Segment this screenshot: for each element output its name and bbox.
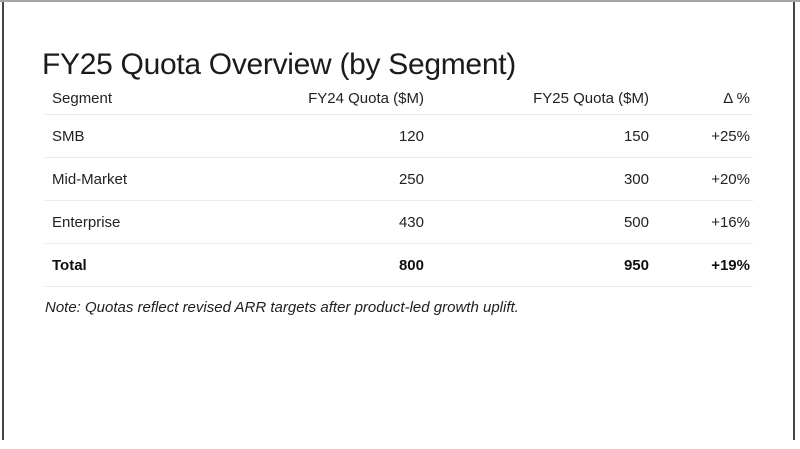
slide-frame-top-border [0, 0, 800, 2]
table-row-total: Total 800 950 +19% [45, 243, 753, 287]
cell-fy25-quota: 300 [427, 157, 652, 201]
cell-fy25-quota: 500 [427, 200, 652, 244]
column-header-fy24-quota: FY24 Quota ($M) [245, 82, 427, 115]
cell-fy24-quota: 430 [245, 200, 427, 244]
cell-fy25-quota: 150 [427, 114, 652, 158]
cell-delta-percent: +25% [652, 114, 753, 158]
cell-fy24-quota: 120 [245, 114, 427, 158]
cell-fy24-quota: 250 [245, 157, 427, 201]
column-header-fy25-quota: FY25 Quota ($M) [427, 82, 652, 115]
column-header-segment: Segment [45, 82, 245, 115]
cell-delta-percent: +16% [652, 200, 753, 244]
footnote: Note: Quotas reflect revised ARR targets… [45, 299, 519, 316]
table-row-mid-market: Mid-Market 250 300 +20% [45, 157, 753, 201]
cell-fy25-quota: 950 [427, 243, 652, 287]
cell-fy24-quota: 800 [245, 243, 427, 287]
quota-table: Segment FY24 Quota ($M) FY25 Quota ($M) … [45, 82, 753, 287]
slide-title: FY25 Quota Overview (by Segment) [42, 48, 516, 82]
table-header-row: Segment FY24 Quota ($M) FY25 Quota ($M) … [45, 82, 753, 115]
table-row-smb: SMB 120 150 +25% [45, 114, 753, 158]
cell-segment: Total [45, 243, 245, 287]
column-header-delta-percent: Δ % [652, 82, 753, 115]
cell-segment: Enterprise [45, 200, 245, 244]
cell-delta-percent: +19% [652, 243, 753, 287]
slide-frame-right-border [793, 2, 795, 440]
cell-segment: SMB [45, 114, 245, 158]
table-row-enterprise: Enterprise 430 500 +16% [45, 200, 753, 244]
cell-delta-percent: +20% [652, 157, 753, 201]
slide-frame-left-border [2, 2, 4, 440]
cell-segment: Mid-Market [45, 157, 245, 201]
